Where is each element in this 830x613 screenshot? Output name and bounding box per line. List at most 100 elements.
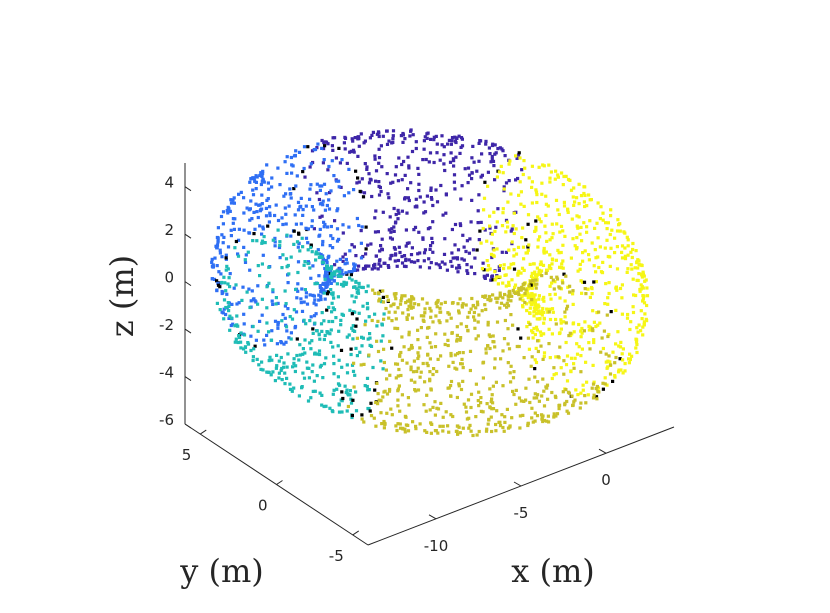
- data-point: [490, 241, 494, 245]
- data-point: [331, 148, 335, 152]
- data-point: [365, 384, 369, 389]
- data-point: [508, 289, 512, 293]
- data-point: [583, 287, 587, 291]
- data-point: [455, 367, 459, 371]
- data-point: [480, 309, 484, 313]
- data-point: [609, 208, 613, 212]
- data-point: [534, 219, 538, 223]
- data-point: [333, 263, 337, 267]
- data-point: [488, 334, 492, 339]
- data-point: [490, 157, 494, 161]
- data-point: [401, 140, 405, 144]
- data-point: [585, 380, 589, 384]
- data-point: [320, 138, 324, 143]
- data-point: [416, 351, 420, 355]
- data-point: [374, 400, 378, 405]
- data-point: [597, 310, 601, 314]
- data-point: [310, 370, 314, 374]
- data-point: [296, 289, 300, 293]
- data-point: [595, 384, 599, 389]
- data-point: [623, 246, 627, 250]
- data-point: [283, 382, 287, 386]
- data-point: [320, 260, 324, 264]
- data-point: [483, 303, 487, 307]
- data-point: [587, 328, 591, 332]
- data-point: [507, 283, 511, 287]
- data-point: [537, 309, 541, 313]
- data-point: [411, 420, 415, 424]
- data-point: [457, 382, 461, 386]
- data-point: [523, 166, 527, 170]
- data-point: [292, 357, 296, 361]
- data-point: [471, 304, 475, 308]
- data-point: [239, 190, 243, 194]
- data-point: [485, 427, 489, 431]
- data-point: [286, 307, 290, 311]
- data-point: [631, 247, 635, 252]
- data-point: [237, 227, 241, 231]
- data-point: [363, 266, 367, 271]
- data-point: [410, 295, 414, 299]
- data-point: [254, 300, 258, 304]
- data-point: [598, 245, 602, 249]
- data-point: [507, 248, 511, 252]
- data-point: [509, 192, 513, 196]
- data-point: [405, 317, 409, 321]
- data-point: [402, 345, 406, 349]
- data-point: [294, 310, 299, 314]
- data-point: [332, 296, 336, 300]
- data-point: [309, 315, 313, 319]
- data-point: [371, 288, 375, 292]
- data-point: [577, 215, 581, 219]
- data-point: [301, 371, 305, 375]
- data-point: [260, 207, 264, 211]
- data-point: [333, 270, 337, 274]
- data-point: [348, 150, 352, 154]
- data-point: [495, 300, 499, 304]
- data-point: [426, 227, 430, 231]
- data-point: [530, 180, 534, 184]
- data-point: [526, 423, 530, 428]
- data-point: [369, 178, 373, 182]
- data-point: [414, 427, 418, 431]
- data-point: [265, 198, 269, 202]
- data-point: [297, 358, 301, 362]
- data-point: [635, 326, 639, 330]
- data-point: [455, 395, 459, 400]
- data-point: [473, 272, 477, 276]
- data-point: [284, 192, 288, 196]
- data-point: [405, 299, 410, 303]
- data-point: [329, 234, 333, 238]
- data-point: [513, 283, 518, 287]
- data-point: [453, 243, 457, 247]
- data-point: [276, 323, 280, 327]
- data-point: [595, 311, 599, 315]
- data-point: [503, 420, 507, 424]
- data-point: [516, 327, 520, 331]
- data-point: [512, 370, 516, 374]
- data-point: [449, 354, 453, 358]
- data-point: [355, 291, 359, 295]
- data-point: [361, 336, 365, 340]
- data-point: [565, 399, 569, 404]
- data-point: [531, 276, 535, 280]
- data-point: [607, 291, 611, 296]
- data-point: [318, 227, 322, 231]
- data-point: [488, 226, 492, 230]
- data-point: [533, 358, 537, 362]
- data-point: [406, 308, 410, 312]
- data-point: [544, 231, 548, 235]
- data-point: [510, 242, 514, 246]
- data-point: [336, 375, 340, 379]
- data-point: [558, 296, 562, 300]
- data-point: [319, 322, 324, 326]
- data-point: [345, 388, 349, 392]
- data-point: [237, 334, 241, 338]
- data-point: [427, 160, 431, 164]
- data-point: [411, 133, 415, 137]
- data-point: [293, 324, 298, 329]
- data-point: [323, 333, 327, 337]
- data-point: [575, 214, 579, 218]
- data-point: [563, 403, 567, 407]
- data-point: [561, 390, 565, 394]
